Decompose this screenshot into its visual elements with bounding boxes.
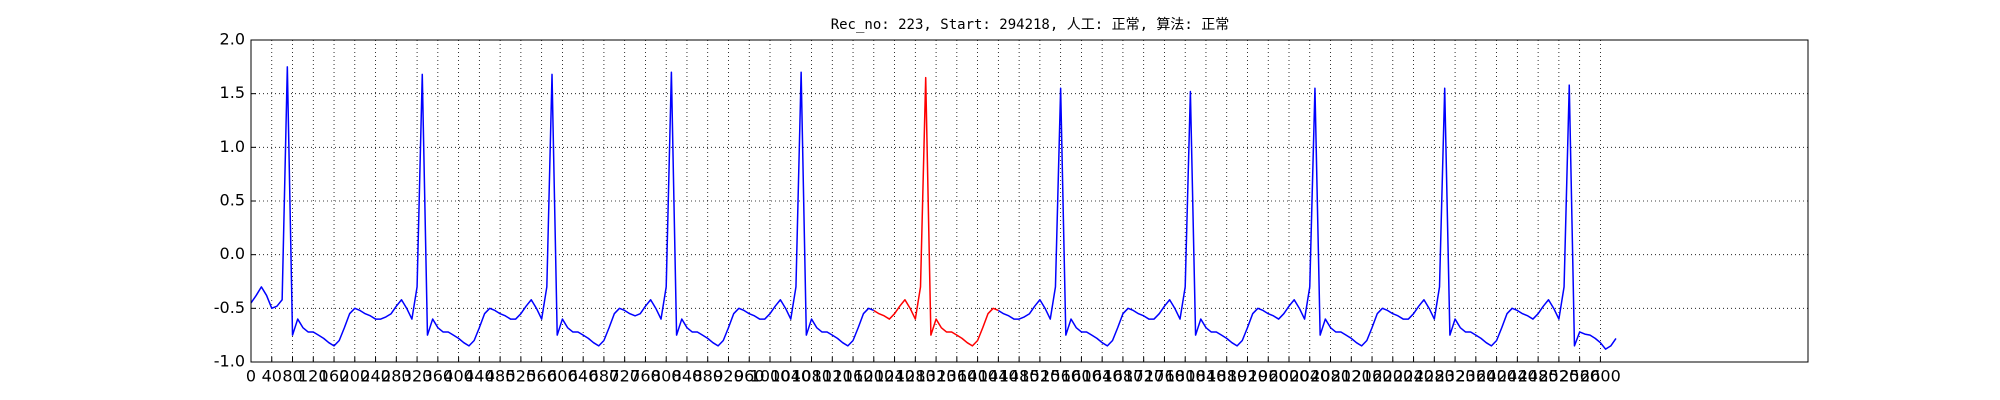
x-tick-label: 1760 [1144,367,1185,386]
x-tick-label: 1960 [1248,367,1289,386]
plot-frame [250,39,1809,363]
x-tick-label: 2320 [1435,367,1476,386]
x-tick-label: 2480 [1518,367,1559,386]
x-tick-label: 1560 [1040,367,1081,386]
x-tick-label: 2360 [1455,367,1496,386]
x-tick-label: 2120 [1331,367,1372,386]
x-tick-label: 1280 [895,367,936,386]
x-tick-label: 1360 [936,367,977,386]
x-tick-label: 2240 [1393,367,1434,386]
x-tick-label: 1040 [770,367,811,386]
y-tick-label: -1.0 [214,352,245,371]
x-tick-label: 1800 [1165,367,1206,386]
ecg-line [873,76,999,347]
x-tick-label: 1240 [874,367,915,386]
x-tick-label: 2520 [1539,367,1580,386]
x-tick-label: 1720 [1123,367,1164,386]
x-tick-label: 2200 [1372,367,1413,386]
x-tick-label: 2560 [1559,367,1600,386]
x-tick-label: 1920 [1227,367,1268,386]
x-tick-label: 1120 [812,367,853,386]
x-tick-label: 2440 [1497,367,1538,386]
x-tick-label: 760 [630,367,661,386]
x-tick-label: 2000 [1269,367,1310,386]
x-tick-label: 1000 [750,367,791,386]
y-tick-label: 0.0 [220,244,245,263]
x-tick-label: 720 [609,367,640,386]
y-tick-label: 1.0 [220,137,245,156]
x-tick-label: 240 [360,367,391,386]
x-tick-label: 1080 [791,367,832,386]
x-tick-label: 2600 [1580,367,1621,386]
x-tick-label: 1400 [957,367,998,386]
x-tick-label: 280 [381,367,412,386]
x-tick-label: 1160 [833,367,874,386]
x-tick-label: 0 [246,367,256,386]
x-tick-label: 2040 [1289,367,1330,386]
x-tick-label: 200 [340,367,371,386]
x-tick-label: 400 [443,367,474,386]
x-tick-label: 640 [568,367,599,386]
x-tick-label: 1600 [1061,367,1102,386]
x-tick-label: 560 [526,367,557,386]
y-tick-label: -0.5 [214,298,245,317]
chart-title: Rec_no: 223, Start: 294218, 人工: 正常, 算法: … [831,17,1230,33]
x-tick-label: 920 [713,367,744,386]
y-tick-label: 0.5 [220,191,245,210]
x-tick-label: 120 [298,367,329,386]
x-tick-label: 1880 [1206,367,1247,386]
x-tick-label: 40 [262,367,282,386]
x-tick-label: 2400 [1476,367,1517,386]
x-tick-label: 1440 [978,367,1019,386]
x-tick-label: 960 [734,367,765,386]
y-tick-label: 2.0 [220,30,245,49]
ecg-line [250,66,1617,350]
x-tick-label: 1520 [1020,367,1061,386]
x-tick-label: 840 [672,367,703,386]
x-tick-label: 880 [692,367,723,386]
x-tick-label: 680 [589,367,620,386]
x-tick-label: 1200 [853,367,894,386]
x-tick-label: 160 [319,367,350,386]
x-tick-label: 520 [506,367,537,386]
y-tick-label: 1.5 [220,83,245,102]
x-tick-label: 1480 [999,367,1040,386]
x-tick-label: 2280 [1414,367,1455,386]
x-tick-label: 2160 [1352,367,1393,386]
x-tick-label: 1320 [916,367,957,386]
x-tick-label: 2080 [1310,367,1351,386]
x-tick-label: 1680 [1103,367,1144,386]
x-tick-label: 480 [485,367,516,386]
x-tick-label: 1640 [1082,367,1123,386]
x-tick-label: 1840 [1186,367,1227,386]
x-tick-label: 320 [402,367,433,386]
x-tick-label: 80 [282,367,302,386]
x-tick-label: 600 [547,367,578,386]
x-tick-label: 440 [464,367,495,386]
x-tick-label: 800 [651,367,682,386]
x-tick-label: 360 [423,367,454,386]
